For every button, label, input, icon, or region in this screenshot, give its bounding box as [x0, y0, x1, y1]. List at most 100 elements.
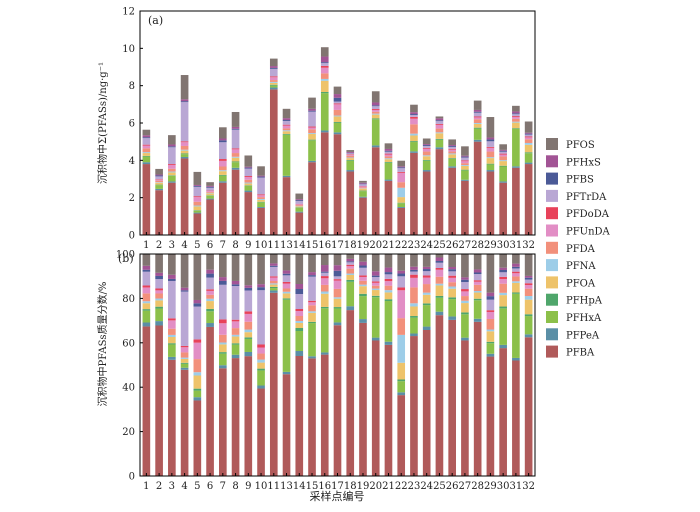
panel-b-bar-PFOA-23 — [410, 306, 418, 317]
panel-b-bar-PFHxS-16 — [320, 265, 329, 272]
panel-b-xtick-label: 3 — [169, 481, 175, 492]
panel-a-bar-PFHxA-1 — [142, 156, 151, 163]
panel-a-bar-PFPeA-8 — [231, 167, 240, 170]
panel-b-bar-PFUnDA-26 — [448, 277, 456, 283]
panel-a-bar-PFHpA-18 — [346, 159, 355, 161]
panel-a-bar-PFTrDA-25 — [435, 121, 444, 124]
panel-b-bar-PFHxS-14 — [295, 284, 304, 289]
panel-b-bar-PFBS-3 — [168, 278, 176, 281]
panel-b-bar-PFDoDA-30 — [499, 276, 507, 280]
panel-b-bar-PFHxS-11 — [269, 263, 278, 266]
panel-a-bar-PFHpA-16 — [320, 92, 329, 94]
panel-b-bar-PFUnDA-6 — [206, 290, 214, 295]
panel-a-bar-PFPeA-7 — [219, 181, 227, 183]
panel-b-bar-PFHxA-18 — [346, 281, 355, 307]
panel-b-bar-PFDoDA-28 — [473, 280, 482, 282]
panel-a-bar-PFDoDA-22 — [397, 171, 406, 173]
panel-a-xtick-label: 29 — [484, 240, 497, 251]
panel-a-bar-PFOS-21 — [384, 143, 393, 149]
panel-a-xtick-label: 5 — [194, 240, 200, 251]
panel-a-bar-PFUnDA-11 — [269, 77, 278, 81]
panel-a-bar-PFDA-24 — [422, 151, 431, 156]
panel-b-bar-PFDA-16 — [320, 284, 329, 292]
panel-a-bar-PFOS-3 — [168, 135, 176, 145]
panel-b-bar-PFOA-22 — [397, 362, 406, 380]
panel-a-bar-PFTrDA-30 — [499, 151, 507, 154]
panel-b-bar-PFTrDA-25 — [435, 262, 444, 268]
panel-a-bar-PFOA-11 — [269, 82, 278, 85]
panel-b-xtick-label: 18 — [344, 481, 357, 492]
panel-a-bar-PFTrDA-1 — [142, 138, 151, 145]
panel-b-bar-PFOA-21 — [384, 292, 393, 300]
panel-a-bar-PFPeA-27 — [461, 179, 469, 181]
panel-b-bar-PFDoDA-24 — [422, 275, 431, 278]
legend-swatch-PFOS — [546, 138, 558, 150]
panel-a-bar-PFTrDA-18 — [346, 153, 355, 155]
panel-a-bar-PFPeA-30 — [499, 181, 507, 183]
panel-b-bar-PFUnDA-13 — [282, 283, 291, 289]
panel-b-bar-PFBA-6 — [206, 326, 214, 476]
panel-a-bar-PFDoDA-32 — [524, 136, 533, 138]
panel-a-xtick-label: 32 — [522, 240, 535, 251]
panel-b-bar-PFTrDA-27 — [461, 282, 469, 290]
panel-b-bar-PFTrDA-23 — [410, 271, 418, 275]
panel-a-bar-PFPeA-16 — [320, 130, 329, 133]
panel-b-bar-PFOA-31 — [512, 282, 520, 293]
panel-a-bar-PFDA-23 — [410, 124, 418, 134]
panel-a-bar-PFDoDA-24 — [422, 147, 431, 149]
panel-b-bar-PFBA-14 — [295, 356, 304, 476]
panel-a-bar-PFBA-10 — [257, 207, 265, 235]
panel-b-bar-PFHxA-7 — [219, 353, 227, 366]
panel-b-bar-PFNA-14 — [295, 321, 304, 323]
panel-b-bar-PFBA-11 — [269, 292, 278, 476]
panel-a-bar-PFHxS-9 — [244, 166, 253, 168]
panel-b-bar-PFHpA-18 — [346, 279, 355, 282]
panel-a-bar-PFUnDA-7 — [219, 160, 227, 167]
panel-a-bar-PFDA-14 — [295, 205, 304, 207]
panel-a-bar-PFBS-2 — [155, 175, 163, 177]
panel-b-bar-PFDA-25 — [435, 276, 444, 284]
panel-b-bar-PFHxA-11 — [269, 288, 278, 291]
panel-a-bar-PFOS-7 — [219, 127, 227, 139]
legend: PFOS PFHxS PFBS PFTrDA PFDoDA PFUnDA PFDA PFNA P… — [546, 138, 611, 359]
panel-b-bar-PFTrDA-11 — [269, 266, 278, 277]
panel-a-bar-PFDA-11 — [269, 80, 278, 82]
legend-label-PFBA: PFBA — [566, 348, 595, 359]
panel-b-bar-PFBS-25 — [435, 260, 444, 263]
panel-b-bar-PFDoDA-17 — [333, 279, 342, 281]
panel-a-bar-PFOA-26 — [448, 154, 456, 159]
panel-a-bar-PFHxS-30 — [499, 149, 507, 151]
panel-a-bar-PFDA-7 — [219, 166, 227, 171]
panel-a-bar-PFTrDA-20 — [371, 106, 380, 109]
panel-b-bar-PFHxS-13 — [282, 270, 291, 274]
panel-a-bar-PFTrDA-4 — [180, 102, 189, 142]
panel-a-bar-PFDA-19 — [359, 187, 367, 189]
panel-a-bar-PFBS-8 — [231, 128, 240, 130]
panel-a-bar-PFBS-29 — [486, 139, 495, 142]
panel-a-bar-PFOA-4 — [180, 150, 189, 154]
panel-b-bar-PFOS-27 — [461, 254, 469, 278]
panel-a-bar-PFNA-23 — [410, 133, 418, 136]
panel-b-bar-PFUnDA-20 — [371, 282, 380, 286]
panel-a-bar-PFTrDA-2 — [155, 176, 163, 180]
panel-a-bar-PFNA-1 — [142, 152, 151, 154]
legend-label-PFPeA: PFPeA — [566, 330, 600, 341]
panel-a-xtick-label: 23 — [408, 240, 421, 251]
panel-b-bar-PFBA-4 — [180, 369, 189, 476]
panel-b-bar-PFDoDA-27 — [461, 289, 469, 292]
panel-a-bar-PFPeA-18 — [346, 170, 355, 172]
panel-a-bar-PFPeA-25 — [435, 147, 444, 150]
panel-a-bar-PFHxA-23 — [410, 142, 418, 152]
panel-b-bar-PFHxA-25 — [435, 297, 444, 312]
panel-a-bar-PFBA-19 — [359, 197, 367, 235]
panel-b-bar-PFOS-17 — [333, 254, 342, 266]
panel-b-bar-PFHxA-21 — [384, 301, 393, 342]
panel-a-ytick-label: 0 — [129, 231, 135, 242]
panel-b-bar-PFTrDA-14 — [295, 294, 304, 309]
panel-b-bar-PFNA-17 — [333, 297, 342, 299]
panel-b-bar-PFOS-5 — [193, 254, 202, 300]
panel-a-xtick-label: 31 — [510, 240, 523, 251]
panel-b-bar-PFBA-13 — [282, 374, 291, 476]
